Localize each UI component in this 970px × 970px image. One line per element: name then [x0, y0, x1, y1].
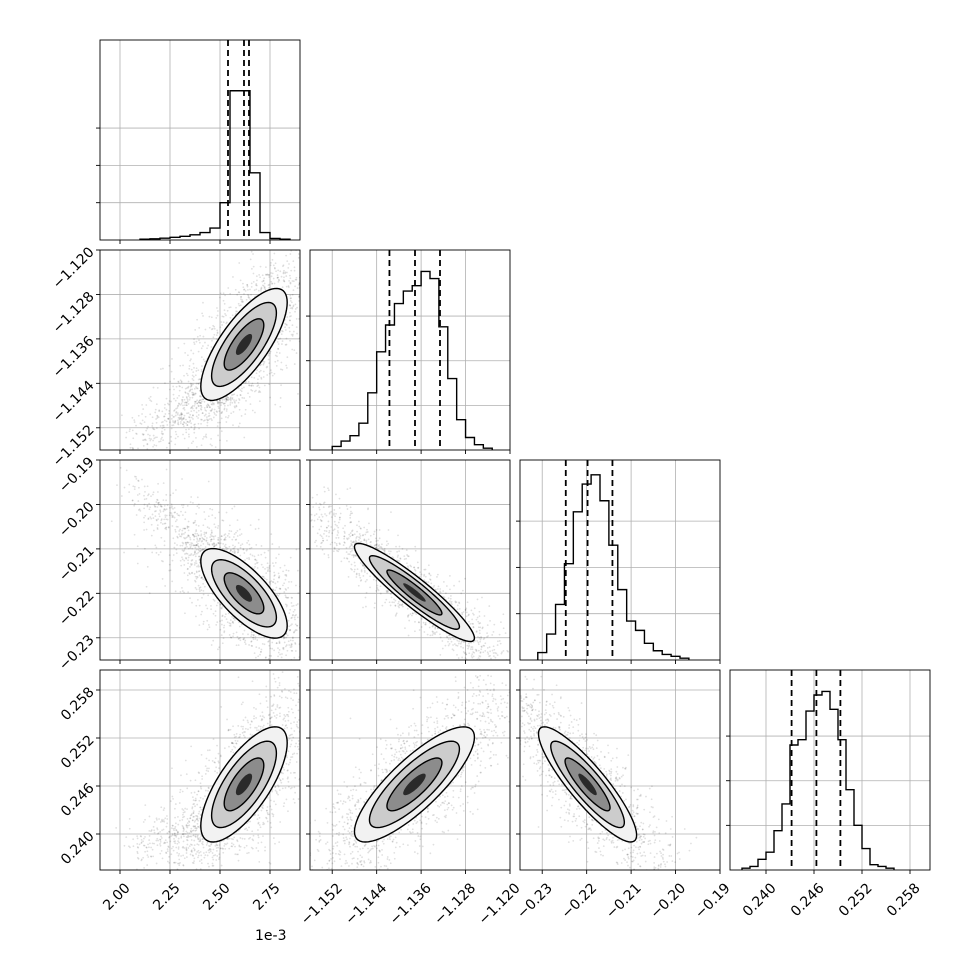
contour-line — [386, 757, 443, 812]
axes-frame — [99, 249, 301, 451]
x-tick-label: −0.23 — [514, 880, 556, 922]
x-tick-label: −1.152 — [298, 880, 346, 928]
scatter-panel-1-0: −1.152−1.144−1.136−1.128−1.120 — [50, 244, 301, 470]
contour-line — [550, 740, 626, 829]
density-core — [403, 773, 426, 796]
scatter-panel-2-0: −0.23−0.22−0.21−0.20−0.19 — [56, 454, 301, 674]
contour-line — [223, 572, 265, 615]
axes-layer: 0.240 0.246 0.252 0.258−1.152−1.144−1.136−1… — [50, 39, 931, 944]
x-tick-label: 0.240 — [740, 880, 780, 920]
x-tick-label: 0.258 — [884, 880, 924, 920]
y-tick-label: −0.20 — [56, 499, 98, 541]
x-tick-label: −1.128 — [431, 880, 479, 928]
panel-content — [310, 670, 510, 870]
x-tick-label: 0.246 — [788, 880, 828, 920]
y-tick-label: 0.240 — [58, 828, 98, 868]
contour-line — [223, 318, 265, 371]
y-tick-label: −0.23 — [56, 632, 98, 674]
x-tick-label: −1.144 — [342, 880, 390, 928]
x-tick-label: 0.252 — [836, 880, 876, 920]
y-tick-label: −1.120 — [50, 244, 98, 292]
contour-line — [210, 301, 278, 388]
scatter-panel-2-1 — [306, 459, 511, 664]
x-tick-label: 2.50 — [200, 880, 233, 913]
density-core — [578, 773, 597, 796]
x-tick-label: −1.120 — [476, 880, 524, 928]
histogram-step — [331, 270, 493, 450]
y-tick-label: −1.144 — [50, 378, 98, 426]
y-tick-label: 0.258 — [58, 684, 98, 724]
y-tick-label: −1.136 — [50, 333, 98, 381]
contour-line — [223, 757, 265, 812]
histogram-step — [139, 90, 291, 240]
panel-content — [310, 486, 509, 660]
contour-line — [353, 542, 476, 643]
axes-frame — [99, 459, 301, 661]
y-tick-label: −1.128 — [50, 289, 98, 337]
y-tick-label: −0.21 — [56, 543, 98, 585]
density-core — [403, 583, 426, 602]
y-tick-label: −0.22 — [56, 588, 98, 630]
axes-frame — [729, 669, 931, 871]
density-core — [235, 333, 253, 355]
density-core — [235, 584, 253, 602]
y-tick-label: 0.246 — [58, 780, 98, 820]
x-tick-label: 2.00 — [100, 880, 133, 913]
contour-line — [368, 740, 461, 829]
contour-line — [210, 740, 278, 829]
panel-content — [121, 250, 300, 450]
contour-line — [200, 726, 288, 843]
axes-frame — [519, 669, 721, 871]
x-tick-label: −0.22 — [559, 880, 601, 922]
x-tick-label: −0.21 — [603, 880, 645, 922]
x-tick-label: −0.20 — [648, 880, 690, 922]
histogram-panel-2 — [516, 459, 721, 664]
y-tick-label: 0.252 — [58, 732, 98, 772]
axes-frame — [99, 669, 301, 871]
panel-content — [110, 466, 300, 660]
x-tick-label: −1.136 — [387, 880, 435, 928]
x-offset-label: 1e-3 — [255, 928, 286, 944]
scatter-panel-3-1: −1.152−1.144−1.136−1.128−1.120 — [298, 669, 524, 928]
axes-frame — [309, 669, 511, 871]
axes-frame — [309, 459, 511, 661]
contour-line — [564, 757, 611, 812]
histogram-panel-1 — [306, 249, 511, 454]
histogram-panel-0 — [96, 39, 301, 244]
panel-content — [520, 675, 698, 870]
x-tick-label: 2.75 — [250, 880, 283, 913]
density-core — [235, 773, 253, 796]
contour-line — [353, 726, 476, 843]
contour-line — [386, 569, 443, 616]
x-tick-label: 2.25 — [150, 880, 183, 913]
contour-line — [200, 287, 288, 402]
contour-line — [200, 547, 288, 639]
scatter-panel-3-2: −0.23 −0.22 −0.21 −0.20 −0.19 — [514, 669, 734, 922]
histogram-step — [741, 690, 895, 870]
contour-line — [368, 554, 461, 630]
axes-frame — [519, 459, 721, 661]
histogram-panel-3: 0.240 0.246 0.252 0.258 — [726, 669, 931, 920]
axes-frame — [99, 39, 301, 241]
x-tick-label: −0.19 — [692, 880, 734, 922]
contour-line — [537, 726, 638, 843]
panel-content — [115, 670, 300, 870]
axes-frame — [309, 249, 511, 451]
contour-line — [210, 559, 278, 628]
